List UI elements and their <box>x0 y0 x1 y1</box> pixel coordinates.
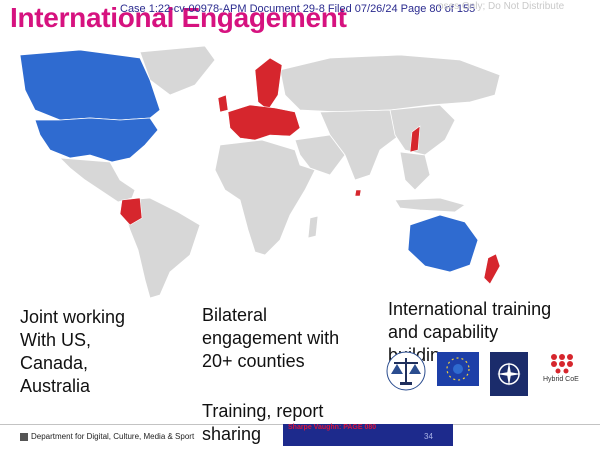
page-title: International Engagement <box>10 2 347 33</box>
col1-line: Joint working <box>20 307 126 327</box>
southeast-asia <box>399 151 431 191</box>
hybrid-coe-logo: Hybrid CoE <box>537 352 589 383</box>
crest-icon <box>20 432 28 441</box>
col3-line: International training <box>388 299 552 319</box>
col2-line: engagement with <box>202 328 340 348</box>
col2b-line: Training, report <box>202 401 324 421</box>
south-america <box>124 197 201 299</box>
nato-logo-icon <box>490 352 528 396</box>
canada <box>19 49 161 121</box>
mexico-central-america <box>58 157 136 203</box>
joint-working-text: Joint working With US, Canada, Australia <box>20 306 190 398</box>
col1-line: Canada, <box>20 353 89 373</box>
madagascar <box>307 215 319 239</box>
international-training-text: International training and capability bu… <box>388 298 588 367</box>
page-number: 34 <box>424 432 433 441</box>
eu-flag-logo-icon <box>437 352 479 386</box>
uk <box>217 94 229 113</box>
world-map <box>19 45 501 299</box>
scandinavia <box>254 57 283 111</box>
col2b-line: sharing <box>202 424 262 444</box>
col1-line: Australia <box>20 376 91 396</box>
china <box>389 104 456 156</box>
sri-lanka <box>354 189 362 197</box>
land-masses <box>58 45 501 299</box>
footer-department: Department for Digital, Culture, Media &… <box>20 432 194 441</box>
highlight-red <box>119 57 501 285</box>
footer-bar <box>283 424 453 446</box>
bilateral-text: Bilateral engagement with 20+ counties <box>202 304 382 373</box>
indonesia <box>394 197 466 213</box>
new-zealand <box>483 253 501 285</box>
training-text: Training, report sharing <box>202 400 382 446</box>
hybrid-coe-label: Hybrid CoE <box>543 376 579 383</box>
africa <box>214 139 316 256</box>
exhibit-stamp: Sharpe Vaughn: PAGE 080 <box>288 424 377 431</box>
case-header: Case 1:22-cv-00978-APM Document 29-8 Fil… <box>120 3 476 15</box>
col2-line: 20+ counties <box>202 351 305 371</box>
japan <box>409 125 421 153</box>
hybrid-coe-dots-icon <box>551 354 573 374</box>
usa <box>34 117 159 163</box>
col1-line: With US, <box>20 330 92 350</box>
australia <box>407 214 479 273</box>
russia <box>279 54 501 113</box>
highlight-blue <box>19 49 479 273</box>
europe <box>227 104 301 141</box>
watermark-text: oses Only; Do Not Distribute <box>438 1 565 12</box>
col2-line: Bilateral <box>202 305 268 325</box>
col3-line: and capability <box>388 322 499 342</box>
colombia <box>119 197 143 226</box>
scales-of-justice-logo-icon <box>386 351 426 391</box>
department-name: Department for Digital, Culture, Media &… <box>31 432 195 441</box>
